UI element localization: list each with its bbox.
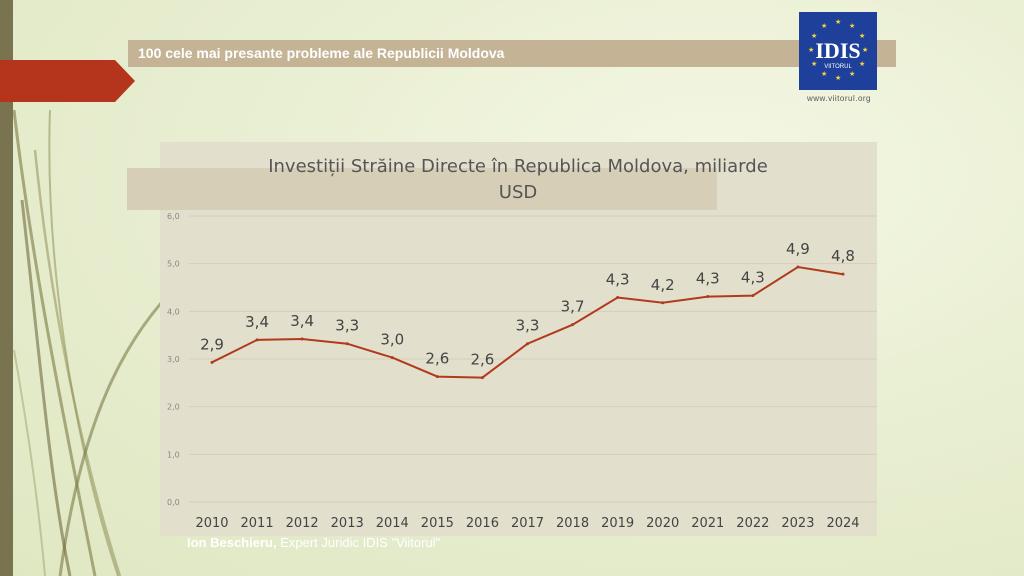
svg-text:★: ★ [835,18,841,26]
y-tick-label: 1,0 [167,450,180,459]
data-label: 4,8 [831,247,855,265]
x-tick-label: 2017 [511,516,544,531]
data-point [706,295,710,299]
data-label: 3,4 [290,312,314,330]
data-label: 4,3 [741,269,765,287]
data-label: 2,6 [425,350,449,368]
logo-url: www.viitorul.org [806,94,871,103]
chart-title-line1: Investiții Străine Directe în Republica … [268,156,768,177]
data-label: 4,3 [606,271,630,289]
x-tick-label: 2023 [781,516,814,531]
y-tick-label: 5,0 [167,260,180,269]
footer-author-role: Expert Juridic IDIS "Viitorul" [280,535,441,550]
logo-sub: VIITORUL [824,64,852,70]
svg-text:★: ★ [808,46,814,54]
data-label: 3,4 [245,313,269,331]
x-tick-label: 2013 [331,516,364,531]
data-point [435,375,439,379]
x-tick-label: 2011 [241,516,274,531]
y-tick-label: 0,0 [167,498,180,507]
data-point [300,337,304,341]
data-label: 3,3 [335,317,359,335]
data-label: 4,3 [696,270,720,288]
footer-author: Ion Beschieru, Expert Juridic IDIS "Viit… [187,535,440,550]
idis-logo: ★ ★ ★ ★ ★ ★ ★ ★ ★ ★ ★ ★ IDIS VIITORUL [799,12,877,90]
x-tick-label: 2016 [466,516,499,531]
data-point [345,342,349,346]
svg-text:★: ★ [821,70,827,78]
y-tick-label: 3,0 [167,355,180,364]
data-label: 3,7 [561,298,585,316]
x-tick-label: 2018 [556,516,589,531]
x-tick-label: 2021 [691,516,724,531]
data-label: 2,6 [470,351,494,369]
data-point [841,272,845,276]
data-point [255,338,259,342]
y-tick-label: 6,0 [167,212,180,221]
data-point [480,376,484,380]
chart-title-line2: USD [499,182,537,203]
x-tick-label: 2014 [376,516,409,531]
data-point [616,296,620,300]
chart-title-band [127,168,717,210]
svg-text:★: ★ [862,46,868,54]
slide-header-title: 100 cele mai presante probleme ale Repub… [128,40,896,67]
svg-text:★: ★ [859,60,865,68]
logo-text: IDIS [815,38,860,63]
y-tick-label: 2,0 [167,403,180,412]
data-point [390,356,394,360]
x-tick-label: 2012 [286,516,319,531]
data-point [571,323,575,327]
svg-text:★: ★ [821,22,827,30]
x-tick-label: 2022 [736,516,769,531]
data-label: 4,9 [786,240,810,258]
svg-text:★: ★ [811,32,817,40]
y-tick-label: 4,0 [167,307,180,316]
left-decor-strip [0,0,13,576]
data-label: 4,2 [651,276,675,294]
data-point [210,360,214,364]
data-label: 3,3 [516,317,540,335]
svg-text:★: ★ [835,74,841,82]
footer-author-name: Ion Beschieru, [187,535,277,550]
svg-text:★: ★ [849,22,855,30]
x-tick-label: 2010 [195,516,228,531]
x-tick-label: 2020 [646,516,679,531]
svg-text:★: ★ [859,32,865,40]
logo-stars-icon: ★ ★ ★ ★ ★ ★ ★ ★ ★ ★ ★ ★ IDIS VIITORUL [808,18,868,82]
data-label: 3,0 [380,331,404,349]
svg-text:★: ★ [849,70,855,78]
red-arrow-decor [0,60,135,102]
data-label: 2,9 [200,335,224,353]
svg-text:★: ★ [811,60,817,68]
data-point [661,301,665,305]
data-point [751,294,755,298]
x-tick-label: 2019 [601,516,634,531]
x-tick-label: 2024 [826,516,859,531]
data-point [796,265,800,269]
data-point [526,342,529,346]
x-tick-label: 2015 [421,516,454,531]
